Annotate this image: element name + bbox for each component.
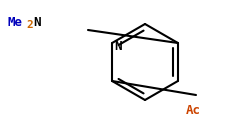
- Text: 2: 2: [26, 20, 33, 30]
- Text: N: N: [33, 15, 40, 29]
- Text: Ac: Ac: [185, 103, 201, 116]
- Text: N: N: [114, 41, 122, 54]
- Text: Me: Me: [8, 15, 23, 29]
